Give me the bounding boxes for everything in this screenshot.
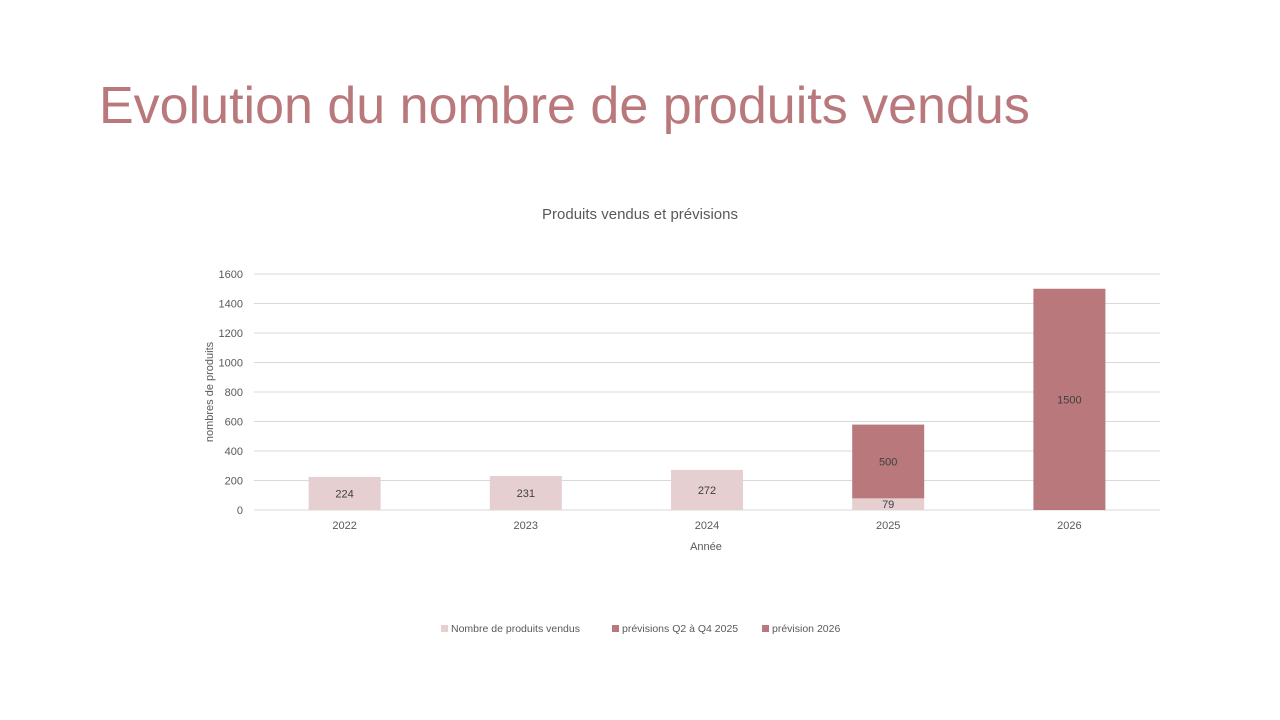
y-tick-label: 400 xyxy=(225,446,243,458)
legend-swatch xyxy=(762,625,769,632)
bar-value-label: 272 xyxy=(698,485,716,497)
y-tick-label: 1600 xyxy=(219,269,243,281)
y-axis-ticks: 0 200 400 600 800 1000 1200 1400 1600 xyxy=(219,269,243,517)
bar xyxy=(489,475,562,510)
x-axis-label: Année xyxy=(690,541,722,553)
x-axis-ticks: 2022 2023 2024 2025 2026 xyxy=(332,520,1081,532)
x-tick-label: 2025 xyxy=(876,520,900,532)
x-tick-label: 2022 xyxy=(332,520,356,532)
y-tick-label: 1000 xyxy=(219,358,243,370)
slide-title: Evolution du nombre de produits vendus xyxy=(99,77,1030,135)
bar xyxy=(1033,288,1106,510)
legend-label: Nombre de produits vendus xyxy=(451,623,580,635)
y-tick-label: 1200 xyxy=(219,328,243,340)
bar-value-label: 224 xyxy=(335,488,353,500)
y-tick-label: 0 xyxy=(237,505,243,517)
bar-value-label: 231 xyxy=(517,488,535,500)
y-axis-label: nombres de produits xyxy=(204,341,216,442)
legend-label: prévisions Q2 à Q4 2025 xyxy=(622,623,738,635)
y-tick-label: 200 xyxy=(225,476,243,488)
bar-value-label: 79 xyxy=(882,499,894,511)
legend: Nombre de produits vendus prévisions Q2 à… xyxy=(441,623,840,635)
y-tick-label: 600 xyxy=(225,417,243,429)
legend-label: prévision 2026 xyxy=(772,623,840,635)
x-tick-label: 2024 xyxy=(695,520,719,532)
bar-value-label: 500 xyxy=(879,456,897,468)
bar-value-label: 1500 xyxy=(1057,394,1081,406)
chart-title: Produits vendus et prévisions xyxy=(542,206,738,223)
bars xyxy=(308,288,1106,510)
y-tick-label: 800 xyxy=(225,387,243,399)
y-tick-label: 1400 xyxy=(219,299,243,311)
bar-labels: 224 231 272 79 500 1500 xyxy=(335,394,1081,511)
x-tick-label: 2026 xyxy=(1057,520,1081,532)
legend-swatch xyxy=(612,625,619,632)
bar xyxy=(852,424,925,499)
x-tick-label: 2023 xyxy=(514,520,538,532)
bar xyxy=(671,469,743,510)
legend-swatch xyxy=(441,625,448,632)
bar xyxy=(308,476,381,510)
bar xyxy=(852,498,925,510)
